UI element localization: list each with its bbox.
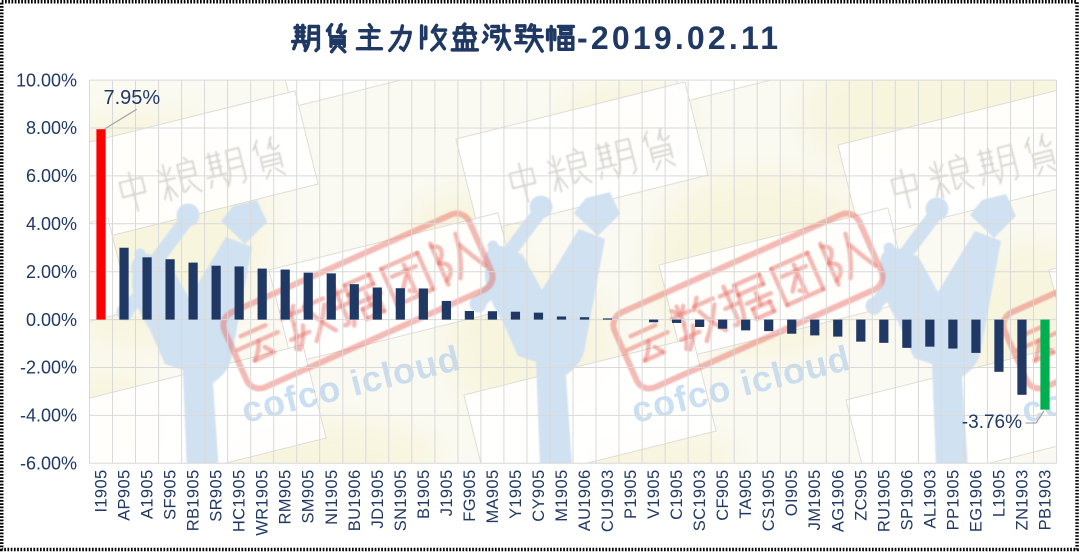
svg-text:-4.00%: -4.00% <box>20 406 77 426</box>
svg-text:SN1905: SN1905 <box>392 470 410 532</box>
svg-text:-2019.02.11: -2019.02.11 <box>577 20 781 56</box>
svg-text:RB1905: RB1905 <box>185 470 203 532</box>
svg-text:CS1905: CS1905 <box>760 470 778 532</box>
svg-text:ZN1903: ZN1903 <box>1014 470 1032 531</box>
svg-text:RM905: RM905 <box>277 470 295 525</box>
svg-text:PB1903: PB1903 <box>1037 470 1055 531</box>
svg-text:MA905: MA905 <box>484 470 502 524</box>
svg-text:OI905: OI905 <box>783 470 801 517</box>
svg-text:NI1905: NI1905 <box>323 470 341 525</box>
svg-text:CF905: CF905 <box>714 470 732 521</box>
svg-text:WR1905: WR1905 <box>254 470 272 536</box>
svg-text:8.00%: 8.00% <box>26 118 77 138</box>
svg-text:AL1903: AL1903 <box>921 470 939 529</box>
svg-text:SR905: SR905 <box>208 470 226 522</box>
svg-text:-2.00%: -2.00% <box>20 358 77 378</box>
svg-text:FG905: FG905 <box>461 470 479 522</box>
svg-text:EG1906: EG1906 <box>967 470 985 533</box>
svg-text:JD1905: JD1905 <box>369 470 387 529</box>
svg-text:10.00%: 10.00% <box>16 70 77 90</box>
svg-text:6.00%: 6.00% <box>26 166 77 186</box>
svg-text:B1905: B1905 <box>415 470 433 519</box>
svg-text:C1905: C1905 <box>668 470 686 520</box>
svg-text:0.00%: 0.00% <box>26 310 77 330</box>
svg-text:-3.76%: -3.76% <box>962 412 1022 433</box>
svg-text:SM905: SM905 <box>300 470 318 524</box>
svg-text:7.95%: 7.95% <box>104 87 161 109</box>
svg-text:SF905: SF905 <box>162 470 180 520</box>
svg-text:CY905: CY905 <box>530 470 548 522</box>
svg-text:AU1906: AU1906 <box>576 470 594 532</box>
svg-text:ZC905: ZC905 <box>852 470 870 521</box>
svg-text:Y1905: Y1905 <box>507 470 525 519</box>
svg-text:J1905: J1905 <box>438 470 456 517</box>
svg-text:PP1905: PP1905 <box>944 470 962 531</box>
svg-text:P1905: P1905 <box>622 470 640 519</box>
svg-text:2.00%: 2.00% <box>26 262 77 282</box>
svg-text:L1905: L1905 <box>990 470 1008 518</box>
svg-text:RU1905: RU1905 <box>875 470 893 533</box>
svg-text:-6.00%: -6.00% <box>20 454 77 474</box>
svg-text:SC1903: SC1903 <box>691 470 709 532</box>
svg-text:SP1906: SP1906 <box>898 470 916 531</box>
svg-text:AP905: AP905 <box>116 470 134 521</box>
svg-text:A1905: A1905 <box>139 470 157 519</box>
svg-text:AG1906: AG1906 <box>829 470 847 533</box>
svg-text:4.00%: 4.00% <box>26 214 77 234</box>
svg-text:JM1905: JM1905 <box>806 470 824 531</box>
svg-text:BU1906: BU1906 <box>346 470 364 532</box>
svg-text:TA905: TA905 <box>737 470 755 519</box>
svg-text:I1905: I1905 <box>93 470 111 513</box>
svg-text:CU1903: CU1903 <box>599 470 617 533</box>
svg-text:V1905: V1905 <box>645 470 663 519</box>
svg-text:M1905: M1905 <box>553 470 571 522</box>
svg-text:HC1905: HC1905 <box>231 470 249 533</box>
